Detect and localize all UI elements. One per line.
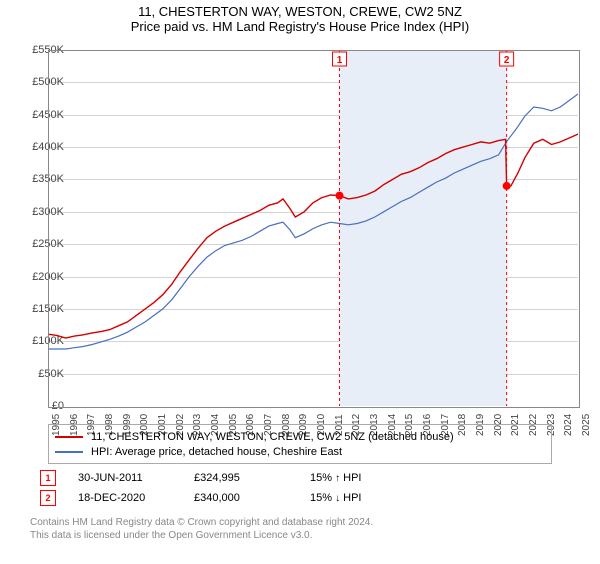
- svg-text:1: 1: [337, 55, 343, 66]
- event-row-2: 2 18-DEC-2020 £340,000 15% ↓ HPI: [30, 488, 426, 508]
- svg-text:2: 2: [504, 55, 510, 66]
- footer-attribution: Contains HM Land Registry data © Crown c…: [30, 516, 373, 542]
- legend-item-property: 11, CHESTERTON WAY, WESTON, CREWE, CW2 5…: [55, 429, 545, 444]
- event-pct-2: 15% ↓ HPI: [310, 492, 426, 504]
- event-marker-1: 1: [40, 470, 56, 486]
- event-price-1: £324,995: [194, 472, 310, 484]
- chart-subtitle: Price paid vs. HM Land Registry's House …: [0, 19, 600, 34]
- arrow-up-icon: ↑: [335, 473, 340, 484]
- legend: 11, CHESTERTON WAY, WESTON, CREWE, CW2 5…: [48, 424, 552, 464]
- event-marker-2: 2: [40, 490, 56, 506]
- plot-area: 12: [48, 50, 578, 406]
- chart-title: 11, CHESTERTON WAY, WESTON, CREWE, CW2 5…: [0, 4, 600, 19]
- event-pct-1: 15% ↑ HPI: [310, 472, 426, 484]
- event-row-1: 1 30-JUN-2011 £324,995 15% ↑ HPI: [30, 468, 426, 488]
- legend-swatch-hpi: [55, 451, 83, 453]
- legend-label-hpi: HPI: Average price, detached house, Ches…: [91, 446, 342, 458]
- footer-line1: Contains HM Land Registry data © Crown c…: [30, 516, 373, 529]
- legend-swatch-property: [55, 436, 83, 438]
- events-table: 1 30-JUN-2011 £324,995 15% ↑ HPI 2 18-DE…: [30, 468, 426, 508]
- event-date-1: 30-JUN-2011: [78, 472, 194, 484]
- event-price-2: £340,000: [194, 492, 310, 504]
- chart-svg: 12: [48, 50, 578, 406]
- arrow-down-icon: ↓: [335, 493, 340, 504]
- footer-line2: This data is licensed under the Open Gov…: [30, 529, 373, 542]
- legend-item-hpi: HPI: Average price, detached house, Ches…: [55, 444, 545, 459]
- legend-label-property: 11, CHESTERTON WAY, WESTON, CREWE, CW2 5…: [91, 431, 454, 443]
- event-date-2: 18-DEC-2020: [78, 492, 194, 504]
- shaded-region: [340, 50, 507, 406]
